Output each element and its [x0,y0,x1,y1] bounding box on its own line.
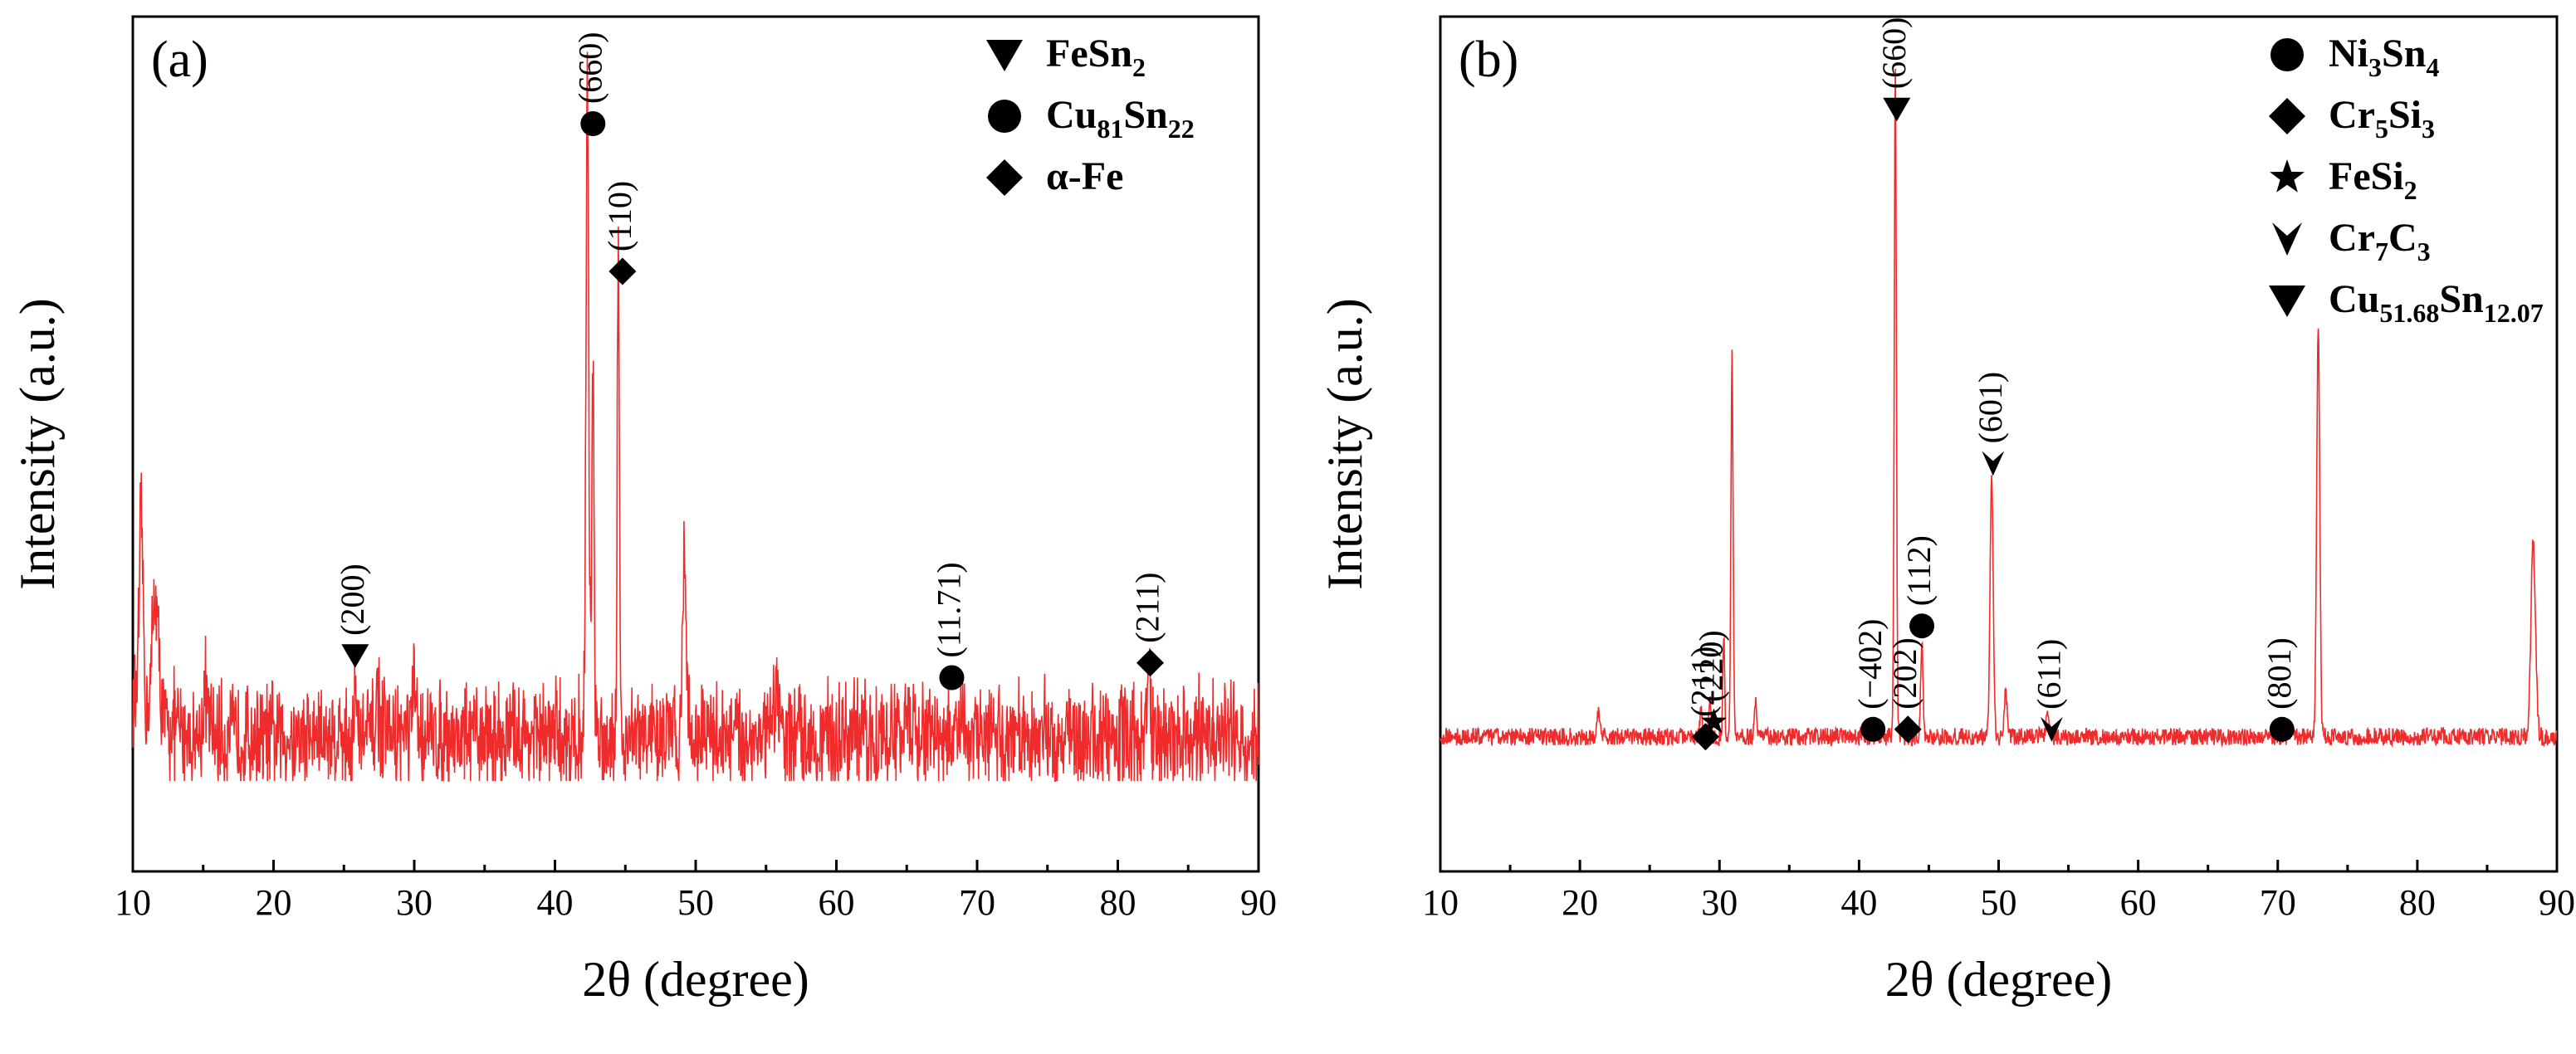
peak-marker-diamond [1894,715,1922,744]
legend-arrowhead-icon [2272,222,2302,256]
peak-marker-circle [580,111,606,136]
legend-subscript: 3 [2368,52,2382,82]
xrd-trace-line [1440,68,2558,749]
legend-subscript: 81 [1097,114,1123,144]
legend-subscript: 3 [2417,237,2431,266]
x-tick-label: 20 [1562,882,1598,923]
legend-formula-part: Cu [2329,277,2379,321]
panel-b: 10 20 30 40 50 60 70 80 90 2θ (degree) Intensity (… [1317,15,2575,1007]
peak-annotation-label: (220) [1693,630,1730,702]
peak-marker-circle [939,665,965,690]
x-axis-title: 2θ (degree) [1885,952,2113,1007]
x-tick-label: 50 [1981,882,2017,923]
peak-annotation-label: (11.71) [930,562,967,657]
peak-marker-arrowhead [2040,716,2063,742]
x-tick-label: 20 [256,882,292,923]
x-tick-label: 10 [115,882,151,923]
legend-formula-part: α-Fe [1046,154,1123,198]
legend-entry-label: Cu81Sn22 [1046,93,1195,144]
legend-subscript: 2 [2404,175,2417,205]
peak-annotation-label: (202) [1886,637,1923,710]
peak-annotation-label: (211) [1128,573,1166,643]
legend-formula-part: Si [2388,93,2422,137]
legend-triangle-down-icon [986,40,1023,71]
legend-subscript: 22 [1168,114,1195,144]
legend-triangle-down-icon [2269,285,2305,317]
peak-marker-diamond [1691,723,1719,751]
legend-subscript: 5 [2375,114,2388,144]
peak-marker-star [1700,708,1728,734]
x-axis-title: 2θ (degree) [582,952,809,1007]
peak-marker-circle [1860,716,1886,742]
panel-label: (b) [1459,32,1518,88]
legend-entry-label: FeSi2 [2329,154,2417,205]
legend-subscript: 2 [1132,52,1146,82]
legend-formula-part: FeSn [1046,32,1132,76]
peak-annotation-label: (801) [2261,637,2298,710]
legend-formula-part: Cr [2329,93,2375,137]
x-tick-label: 70 [959,882,995,923]
x-tick-label: 80 [1100,882,1136,923]
x-tick-label: 60 [2120,882,2157,923]
legend-entry-label: α-Fe [1046,154,1123,198]
legend-diamond-icon [986,159,1023,196]
legend-formula-part: Cr [2329,216,2375,260]
legend-circle-icon [988,100,1021,133]
peak-annotation-label: (611) [2030,639,2067,710]
x-tick-label: 90 [1240,882,1277,923]
peak-marker-triangle-down [1883,97,1911,122]
peak-annotation-label: (−402) [1851,619,1889,710]
legend-formula-part: C [2388,216,2417,260]
legend-diamond-icon [2269,98,2305,134]
legend-formula-part: FeSi [2329,154,2404,198]
peak-annotation-label: (112) [1900,535,1938,606]
y-axis-title: Intensity (a.u.) [1317,298,1372,590]
peak-marker-circle [1909,613,1935,639]
peak-annotation-label: (660) [571,32,609,104]
x-tick-label: 60 [819,882,855,923]
legend-subscript: 7 [2375,237,2388,266]
x-tick-label: 50 [677,882,714,923]
legend-subscript: 3 [2422,114,2435,144]
peak-annotation-label: (660) [1875,17,1913,90]
legend-entry-label: Ni3Sn4 [2329,32,2439,82]
x-tick-label: 70 [2260,882,2296,923]
x-tick-label: 30 [1701,882,1738,923]
peak-annotation-label: (200) [334,564,371,636]
legend-formula-part: Sn [1123,93,1167,137]
x-tick-label: 90 [2539,882,2575,923]
peak-marker-triangle-down [341,644,369,668]
legend-formula-part: Sn [2439,277,2483,321]
peak-annotation-label: (110) [601,181,638,251]
x-tick-label: 80 [2399,882,2436,923]
panel-a: 10 20 30 40 50 60 70 80 90 2θ (degree) Intensity (… [10,15,1277,1007]
legend-entry-label: FeSn2 [1046,32,1146,82]
legend-star-icon [2270,159,2305,193]
legend-circle-icon [2270,38,2304,71]
peak-marker-circle [2269,716,2295,742]
peak-marker-diamond [609,257,637,285]
legend-subscript: 12.07 [2484,298,2544,328]
y-axis-title: Intensity (a.u.) [10,298,65,590]
legend-entry-label: Cr7C3 [2329,216,2431,266]
x-tick-label: 10 [1422,882,1459,923]
panel-label: (a) [151,32,208,88]
xrd-trace-line [132,51,1259,782]
x-tick-label: 40 [1840,882,1877,923]
legend-formula-part: Ni [2329,32,2368,76]
legend-subscript: 51.68 [2379,298,2439,328]
legend-entry-label: Cr5Si3 [2329,93,2435,144]
peak-marker-arrowhead [1982,451,2005,476]
peak-annotation-label: (211) [1684,647,1721,717]
peak-annotation-label: (601) [1972,372,2009,444]
x-tick-label: 30 [396,882,433,923]
peak-marker-diamond [1136,649,1164,677]
legend-entry-label: Cu51.68Sn12.07 [2329,277,2544,328]
legend-formula-part: Sn [2382,32,2426,76]
legend-formula-part: Cu [1046,93,1097,137]
x-tick-label: 40 [537,882,574,923]
legend-subscript: 4 [2426,52,2439,82]
